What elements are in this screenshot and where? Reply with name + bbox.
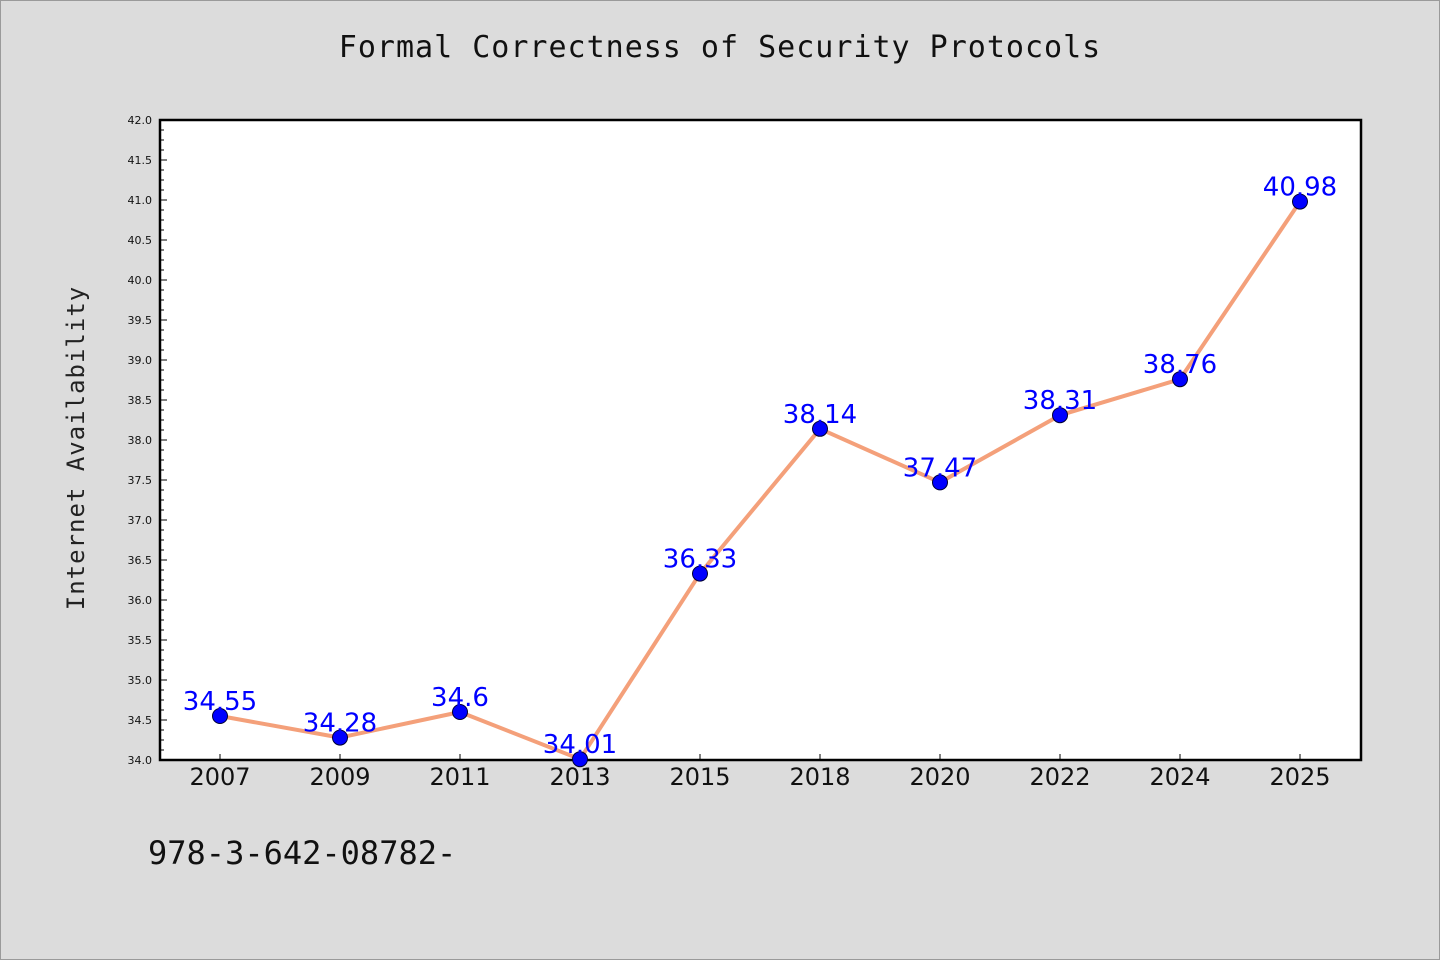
- data-label: 34.28: [303, 709, 377, 739]
- data-label: 38.76: [1143, 350, 1217, 380]
- y-tick-label: 41.0: [128, 194, 153, 207]
- data-label: 36.33: [663, 545, 737, 575]
- x-tick-label: 2025: [1269, 763, 1330, 791]
- y-tick-label: 35.0: [128, 674, 153, 687]
- y-tick-label: 37.5: [128, 474, 153, 487]
- x-tick-label: 2020: [909, 763, 970, 791]
- y-tick-label: 34.5: [128, 714, 153, 727]
- y-tick-label: 39.5: [128, 314, 153, 327]
- y-tick-label: 38.5: [128, 394, 153, 407]
- y-tick-label: 37.0: [128, 514, 153, 527]
- data-point-marker: [932, 474, 948, 491]
- y-tick-label: 38.0: [128, 434, 153, 447]
- x-axis: 2007 2009 2011 2013 2015 2018 2020 2022 2024 2025: [189, 754, 1331, 791]
- x-tick-label: 2024: [1149, 763, 1210, 791]
- y-tick-label: 34.0: [128, 754, 153, 767]
- y-tick-label: 39.0: [128, 354, 153, 367]
- x-tick-label: 2009: [309, 763, 370, 791]
- y-tick-label: 42.0: [128, 114, 153, 127]
- data-point-marker: [212, 708, 228, 724]
- data-point-marker: [812, 420, 828, 437]
- plot-area: [158, 118, 1363, 762]
- data-label: 40.98: [1263, 173, 1337, 203]
- x-tick-label: 2011: [429, 763, 490, 791]
- series-line: [218, 199, 1302, 762]
- data-label: 34.01: [543, 730, 617, 760]
- data-label: 34.55: [183, 687, 257, 717]
- series-layer: 34.55 34.28 34.6 34.01 36.33 38.14 37.47 38.31 3…: [183, 173, 1337, 768]
- y-axis: 34.0 34.5 35.0 35.5 36.0 36.5 37.0 37.5 38.0 38.5…: [128, 114, 167, 767]
- footnote-text: 978-3-642-08782-: [148, 834, 457, 872]
- y-tick-label: 36.5: [128, 554, 153, 567]
- data-point-marker: [332, 729, 348, 746]
- data-point-marker: [692, 565, 708, 582]
- x-tick-label: 2015: [669, 763, 730, 791]
- x-tick-label: 2022: [1029, 763, 1090, 791]
- data-point-marker: [1172, 371, 1188, 388]
- data-label: 37.47: [903, 453, 977, 483]
- data-label: 34.6: [431, 683, 489, 713]
- data-point-marker: [1052, 407, 1068, 424]
- x-tick-label: 2018: [789, 763, 850, 791]
- y-tick-label: 35.5: [128, 634, 153, 647]
- data-point-marker: [572, 751, 588, 768]
- y-tick-label: 41.5: [128, 154, 153, 167]
- y-tick-label: 36.0: [128, 594, 153, 607]
- y-tick-label: 40.5: [128, 234, 153, 247]
- x-tick-label: 2007: [189, 763, 250, 791]
- y-tick-label: 40.0: [128, 274, 153, 287]
- data-point-marker: [452, 704, 468, 720]
- chart-title: Formal Correctness of Security Protocols: [338, 30, 1102, 65]
- data-point-marker: [1292, 193, 1308, 210]
- x-tick-label: 2013: [549, 763, 610, 791]
- data-label: 38.31: [1023, 386, 1097, 416]
- data-label: 38.14: [783, 400, 857, 430]
